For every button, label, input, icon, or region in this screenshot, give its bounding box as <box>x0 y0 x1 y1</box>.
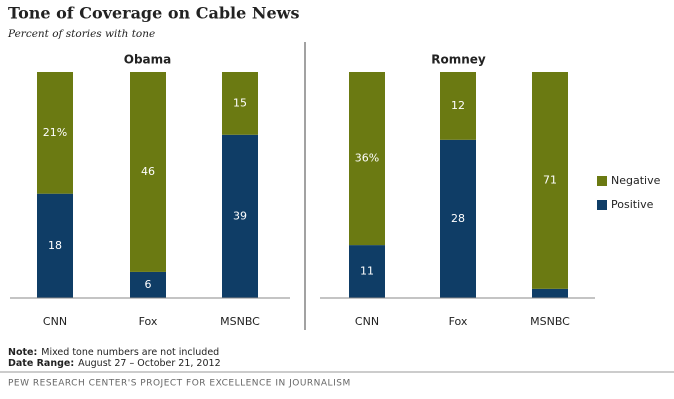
chart-subtitle: Percent of stories with tone <box>7 28 155 40</box>
value-label: 71 <box>543 173 557 186</box>
panel-title: Obama <box>124 53 172 67</box>
note-text: August 27 – October 21, 2012 <box>78 358 221 369</box>
bar-segment <box>532 288 568 298</box>
x-tick-label: MSNBC <box>530 315 570 328</box>
note-text: Mixed tone numbers are not included <box>41 347 219 358</box>
x-tick-label: CNN <box>43 315 67 328</box>
note: Note: Mixed tone numbers are not included <box>8 347 219 358</box>
panel-title: Romney <box>431 53 486 67</box>
bar-segment <box>37 193 73 298</box>
source: PEW RESEARCH CENTER'S PROJECT FOR EXCELL… <box>8 379 351 389</box>
value-label: 21% <box>43 126 67 139</box>
value-label: 39 <box>233 209 247 222</box>
bar-segment <box>532 72 568 289</box>
bar-segment <box>349 245 385 298</box>
bar-segment <box>37 72 73 194</box>
x-tick-label: Fox <box>139 315 158 328</box>
note: Date Range: August 27 – October 21, 2012 <box>8 358 221 369</box>
value-label: 15 <box>233 96 247 109</box>
bar-segment <box>440 139 476 298</box>
value-label: 36% <box>355 152 379 165</box>
legend-swatch <box>597 200 607 210</box>
chart-title: Tone of Coverage on Cable News <box>8 4 299 23</box>
bar-segment <box>440 72 476 140</box>
value-label: 6 <box>145 278 152 291</box>
bar-segment <box>222 134 258 298</box>
note-label: Note: <box>8 347 37 358</box>
value-label: 12 <box>451 99 465 112</box>
x-tick-label: MSNBC <box>220 315 260 328</box>
bar-segment <box>349 72 385 246</box>
x-tick-label: Fox <box>449 315 468 328</box>
x-tick-label: CNN <box>355 315 379 328</box>
legend-label: Negative <box>611 174 661 187</box>
bar-segment <box>130 271 166 298</box>
legend-swatch <box>597 176 607 186</box>
bar-segment <box>222 72 258 135</box>
note-label: Date Range: <box>8 358 74 369</box>
value-label: 46 <box>141 165 155 178</box>
legend-label: Positive <box>611 198 654 211</box>
value-label: 18 <box>48 239 62 252</box>
value-label: 28 <box>451 212 465 225</box>
value-label: 11 <box>360 265 374 278</box>
bar-segment <box>130 72 166 272</box>
